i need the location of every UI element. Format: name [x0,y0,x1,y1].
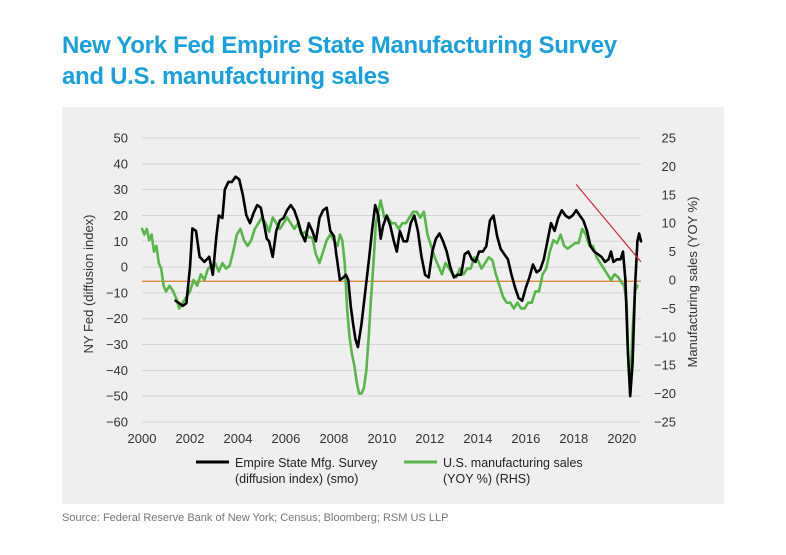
legend-label-sales-line2: (YOY %) (RHS) [443,472,530,486]
trend-line-group [575,184,642,263]
y-axis-right-ticks: 25 20 15 10 5 0 −5 −10 −15 −20 −25 [654,131,676,430]
y-right-tick-label: 0 [669,273,676,288]
legend-label-empire-line1: Empire State Mfg. Survey [235,456,378,470]
y-left-tick-label: 20 [114,208,128,223]
chart-title: New York Fed Empire State Manufacturing … [62,30,762,92]
x-tick-label: 2008 [319,431,348,446]
legend-label-empire-line2: (diffusion index) (smo) [235,472,358,486]
y-right-tick-label: 10 [662,216,676,231]
y-right-tick-label: −5 [661,301,676,316]
x-tick-label: 2002 [176,431,205,446]
y-left-tick-label: −10 [106,285,128,300]
series-line-manufacturing-sales [140,199,639,395]
x-tick-label: 2006 [271,431,300,446]
y-left-tick-label: −40 [106,363,128,378]
y-left-tick-label: −50 [106,389,128,404]
x-tick-label: 2012 [415,431,444,446]
y-left-tick-label: −30 [106,337,128,352]
x-tick-label: 2020 [607,431,636,446]
chart-panel [62,107,724,504]
y-left-tick-label: −20 [106,311,128,326]
x-axis-ticks: 2000 2002 2004 2006 2008 2010 2012 2014 2016 2018… [128,431,637,446]
y-left-tick-label: 30 [114,182,128,197]
x-tick-label: 2010 [367,431,396,446]
y-left-tick-label: 50 [114,131,128,146]
y-axis-left-title: NY Fed (diffusion index) [81,215,96,354]
x-tick-label: 2018 [559,431,588,446]
chart-title-line-1: New York Fed Empire State Manufacturing … [62,32,617,59]
y-right-tick-label: 5 [669,244,676,259]
y-left-tick-label: 40 [114,156,128,171]
legend: Empire State Mfg. Survey (diffusion inde… [196,456,583,486]
y-right-tick-label: 20 [662,159,676,174]
y-right-tick-label: −20 [654,386,676,401]
trend-line [575,184,642,263]
legend-label-sales-line1: U.S. manufacturing sales [443,456,583,470]
y-right-tick-label: 25 [662,131,676,146]
x-tick-label: 2016 [511,431,540,446]
chart-title-line-2: and U.S. manufacturing sales [62,63,390,90]
y-axis-left-ticks: 50 40 30 20 10 0 −10 −20 −30 −40 −50 −60 [106,131,128,430]
gridlines [142,137,641,423]
y-right-tick-label: −10 [654,329,676,344]
x-tick-label: 2000 [128,431,157,446]
y-right-tick-label: −15 [654,358,676,373]
y-left-tick-label: 0 [121,260,128,275]
y-right-tick-label: −25 [654,415,676,430]
series-line-empire-state [174,175,643,398]
y-axis-right-title: Manufacturing sales (YOY %) [685,197,700,368]
y-left-tick-label: −60 [106,415,128,430]
series-group [140,175,643,398]
x-tick-label: 2004 [224,431,253,446]
source-note: Source: Federal Reserve Bank of New York… [62,512,449,524]
y-left-tick-label: 10 [114,234,128,249]
y-right-tick-label: 15 [662,187,676,202]
x-tick-label: 2014 [463,431,492,446]
